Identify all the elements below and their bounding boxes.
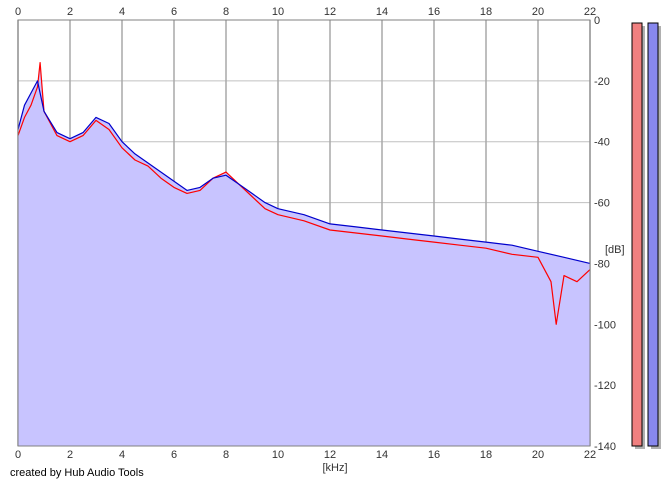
- x-tick-label-bottom: 22: [584, 449, 596, 461]
- y-tick-label: -80: [594, 258, 610, 270]
- x-tick-label-bottom: 10: [272, 449, 284, 461]
- y-tick-label: -40: [594, 137, 610, 149]
- x-axis-label: [kHz]: [322, 462, 347, 474]
- x-tick-label-top: 14: [376, 6, 388, 18]
- x-tick-label-top: 8: [223, 6, 229, 18]
- y-tick-label: -60: [594, 198, 610, 210]
- y-tick-labels: 0 -20 -40 -60 -80 -100 -120 -140: [594, 15, 616, 453]
- spectrum-fill: [18, 64, 590, 446]
- x-tick-label-bottom: 14: [376, 449, 388, 461]
- plot-frame: [17, 19, 591, 447]
- x-tick-label-top: 18: [480, 6, 492, 18]
- y-tick-label: -120: [594, 380, 616, 392]
- x-tick-label-top: 22: [584, 6, 596, 18]
- x-tick-label-top: 10: [272, 6, 284, 18]
- series-line-1: [17, 80, 591, 264]
- x-tick-label-top: 12: [324, 6, 336, 18]
- y-axis-label: [dB]: [605, 244, 625, 256]
- x-tick-label-bottom: 0: [15, 449, 21, 461]
- x-tick-label-top: 16: [428, 6, 440, 18]
- x-tick-label-bottom: 2: [67, 449, 73, 461]
- level-meter-right: [647, 22, 659, 447]
- y-tick-label: -20: [594, 76, 610, 88]
- level-meter-left: [631, 22, 643, 447]
- x-tick-label-bottom: 4: [119, 449, 125, 461]
- x-tick-label-top: 0: [15, 6, 21, 18]
- x-tick-label-top: 2: [67, 6, 73, 18]
- x-tick-label-bottom: 16: [428, 449, 440, 461]
- x-tick-label-top: 6: [171, 6, 177, 18]
- credit-text: created by Hub Audio Tools: [10, 467, 144, 479]
- x-tick-label-bottom: 18: [480, 449, 492, 461]
- series-line-0: [17, 61, 591, 325]
- y-tick-label: -140: [594, 441, 616, 453]
- plot-border: [17, 19, 591, 447]
- series-lines: [17, 61, 591, 325]
- y-tick-label: 0: [594, 15, 600, 27]
- x-tick-label-bottom: 6: [171, 449, 177, 461]
- level-meters: [631, 22, 661, 449]
- x-tick-label-top: 4: [119, 6, 125, 18]
- x-tick-labels-top: 0 2 4 6 8 10 12 14 16 18 20 22: [15, 6, 596, 18]
- y-tick-label: -100: [594, 319, 616, 331]
- x-tick-label-bottom: 8: [223, 449, 229, 461]
- x-tick-label-bottom: 12: [324, 449, 336, 461]
- x-tick-label-top: 20: [532, 6, 544, 18]
- area-fill: [18, 64, 590, 446]
- x-tick-label-bottom: 20: [532, 449, 544, 461]
- x-tick-labels-bottom: 0 2 4 6 8 10 12 14 16 18 20 22: [15, 449, 596, 461]
